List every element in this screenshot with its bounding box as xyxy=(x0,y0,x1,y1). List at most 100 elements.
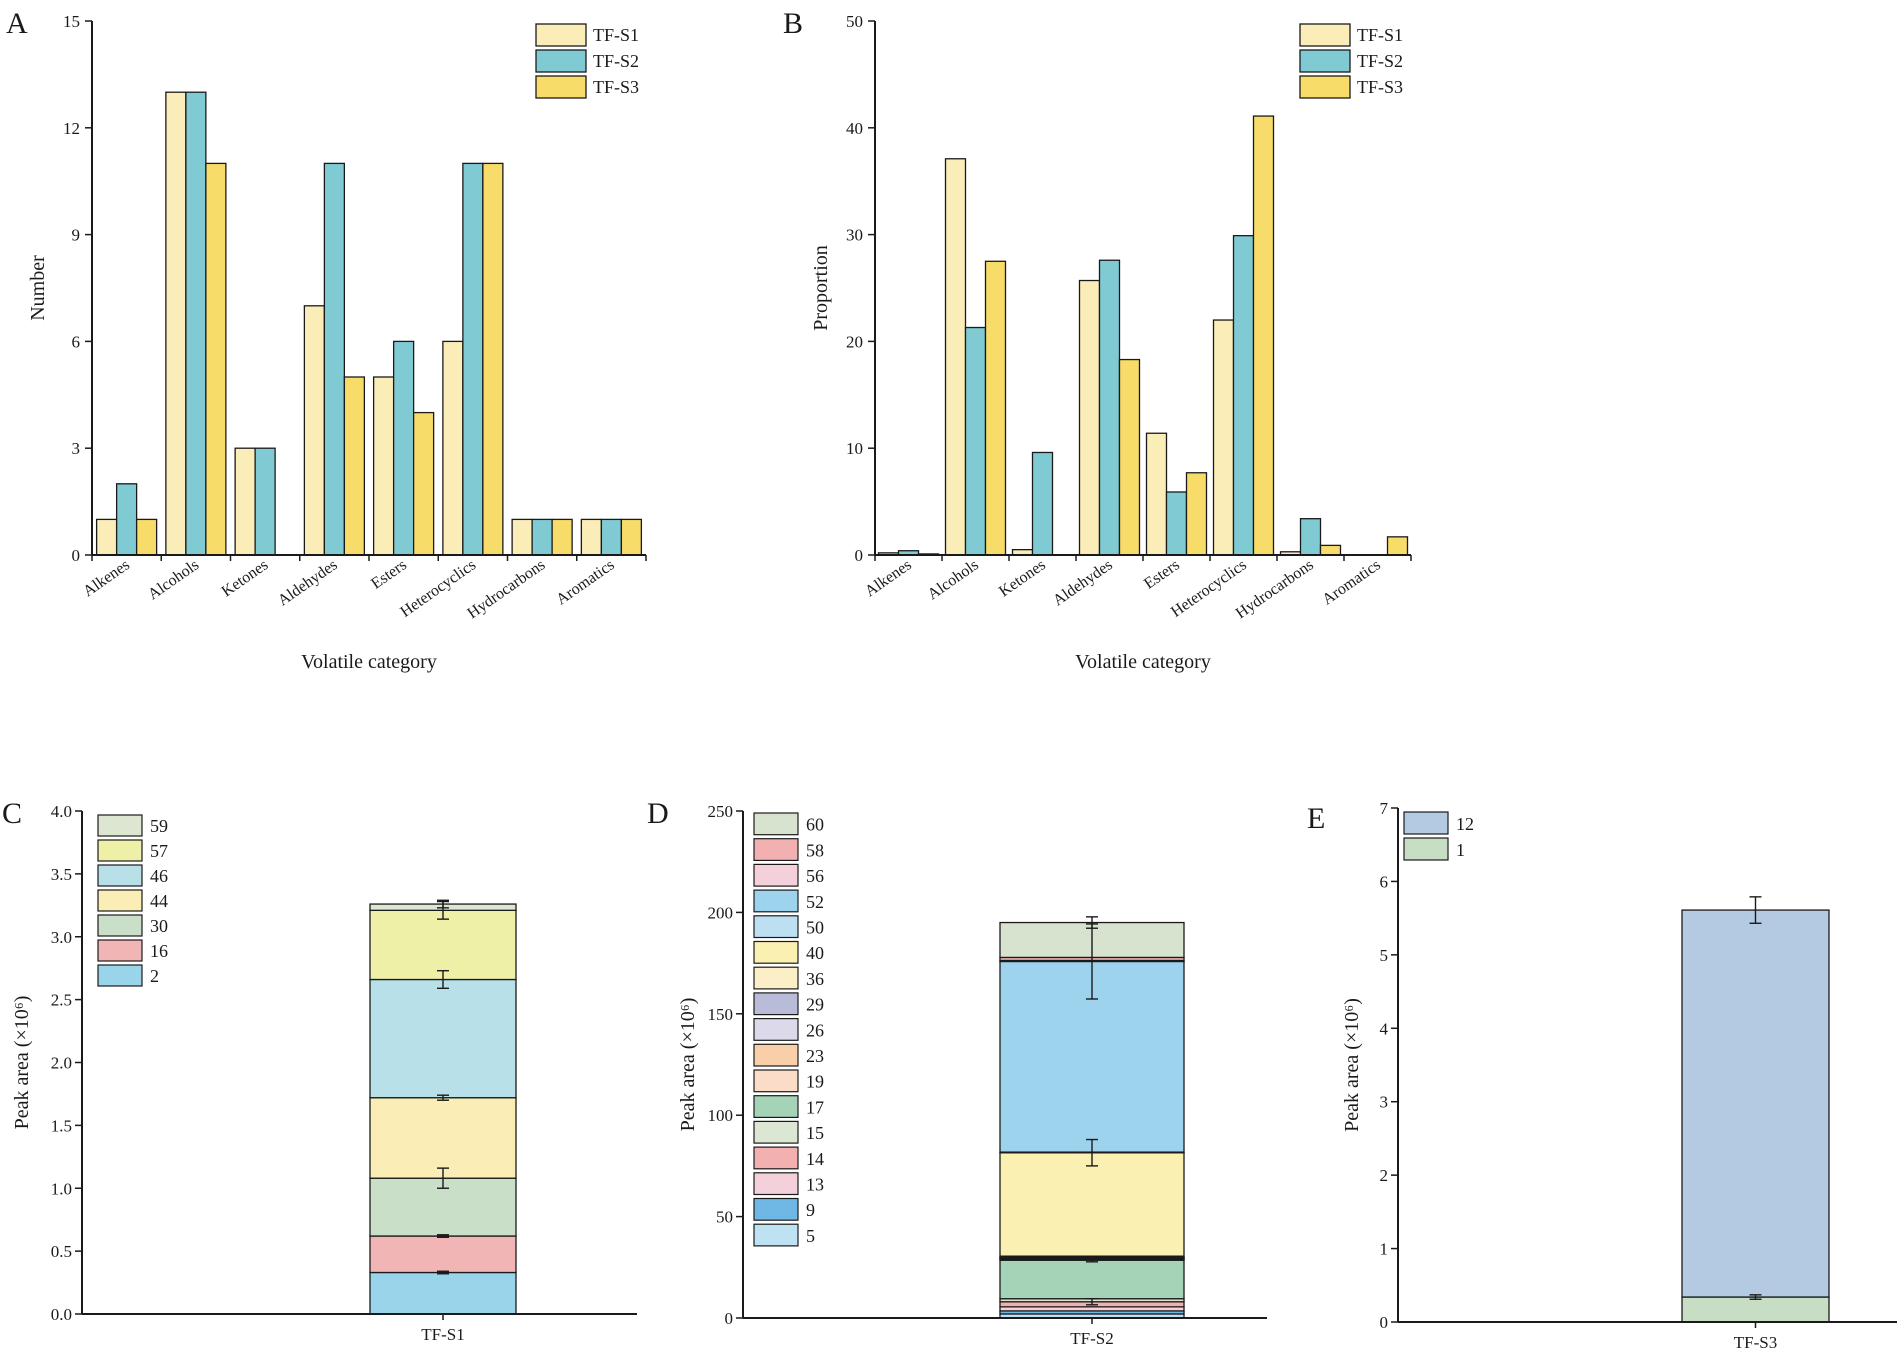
bar-tf-s2-esters xyxy=(392,340,415,556)
x-axis-label: Volatile category xyxy=(1075,651,1211,673)
y-tick-label: 0.0 xyxy=(51,1305,72,1324)
legend-swatch-1 xyxy=(1403,837,1449,861)
bar-tf-s2-alcohols xyxy=(185,91,207,556)
y-tick-label: 0 xyxy=(855,546,864,565)
panel-letter: B xyxy=(783,7,803,40)
bar-tf-s2-hydrocarbons xyxy=(531,518,553,556)
y-tick-label: 50 xyxy=(846,12,863,31)
x-tick-label: Aldehydes xyxy=(275,556,341,609)
y-tick-label: 1.0 xyxy=(51,1179,72,1198)
bar-tf-s1-alkenes xyxy=(95,518,118,556)
y-tick-label: 12 xyxy=(63,119,80,138)
legend-label-26: 26 xyxy=(806,1020,824,1040)
legend-swatch-16 xyxy=(97,939,143,962)
y-tick-label: 1.5 xyxy=(51,1116,72,1135)
bar-tf-s1-esters xyxy=(1145,432,1168,556)
bar-tf-s2-aldehydes xyxy=(1098,259,1121,556)
legend-label-60: 60 xyxy=(806,815,824,835)
legend-swatch-15 xyxy=(753,1120,799,1144)
legend-label-17: 17 xyxy=(806,1097,824,1117)
legend-swatch-2 xyxy=(97,964,143,987)
bar-tf-s2-aromatics xyxy=(600,518,623,556)
legend-label-56: 56 xyxy=(806,866,824,886)
legend-swatch-26 xyxy=(753,1017,799,1041)
y-tick-label: 5 xyxy=(1380,946,1389,965)
bar-tf-s2-heterocyclics xyxy=(1232,235,1255,556)
bar-tf-s3-alcohols xyxy=(205,162,227,556)
legend-swatch-14 xyxy=(753,1146,799,1170)
legend-label-30: 30 xyxy=(150,916,168,936)
legend-swatch-9 xyxy=(753,1197,799,1221)
legend-swatch-58 xyxy=(753,838,799,862)
bar-segment-44 xyxy=(369,1097,517,1179)
legend-label-13: 13 xyxy=(806,1175,824,1195)
bar-segment-40 xyxy=(999,1152,1185,1257)
legend-swatch-44 xyxy=(97,889,143,912)
legend-swatch-29 xyxy=(753,992,799,1016)
legend-swatch-tf-s1 xyxy=(535,23,587,47)
bar-segment-16 xyxy=(369,1235,517,1274)
legend-swatch-56 xyxy=(753,863,799,887)
bar-tf-s2-aldehydes xyxy=(323,162,346,556)
bar-tf-s3-heterocyclics xyxy=(482,162,504,556)
y-tick-label: 100 xyxy=(708,1106,734,1125)
legend-label-40: 40 xyxy=(806,943,824,963)
panel-letter: C xyxy=(2,797,22,830)
x-tick-label: Esters xyxy=(368,556,410,592)
y-tick-label: 40 xyxy=(846,119,863,138)
legend-swatch-50 xyxy=(753,915,799,939)
panel-letter: D xyxy=(647,797,669,830)
x-tick-label: Alkenes xyxy=(80,556,133,600)
y-tick-label: 6 xyxy=(1380,872,1389,891)
legend-label-57: 57 xyxy=(150,841,168,861)
legend-label-tf-s1: TF-S1 xyxy=(1357,25,1403,45)
bar-tf-s1-heterocyclics xyxy=(1212,319,1235,556)
bar-tf-s1-alcohols xyxy=(165,91,187,556)
y-tick-label: 4.0 xyxy=(51,802,72,821)
bar-tf-s2-esters xyxy=(1165,491,1188,556)
x-tick-label: Aldehydes xyxy=(1050,556,1116,609)
y-tick-label: 7 xyxy=(1380,799,1389,818)
bar-tf-s2-ketones xyxy=(1031,451,1054,556)
legend-swatch-23 xyxy=(753,1043,799,1067)
y-tick-label: 2.0 xyxy=(51,1054,72,1073)
bar-tf-s1-ketones xyxy=(234,447,256,556)
bar-tf-s3-alkenes xyxy=(135,518,158,556)
bar-tf-s1-esters xyxy=(372,376,395,556)
legend-label-14: 14 xyxy=(806,1149,824,1169)
bar-tf-s1-aromatics xyxy=(580,518,603,556)
y-tick-label: 0 xyxy=(725,1309,734,1328)
bar-tf-s3-alcohols xyxy=(984,260,1007,556)
x-tick-label: Ketones xyxy=(219,556,272,600)
y-tick-label: 20 xyxy=(846,332,863,351)
x-tick-label: TF-S1 xyxy=(421,1325,464,1344)
y-tick-label: 0 xyxy=(1380,1313,1389,1332)
legend-swatch-60 xyxy=(753,812,799,836)
bar-tf-s3-aromatics xyxy=(620,518,643,556)
legend-swatch-46 xyxy=(97,864,143,887)
bar-tf-s2-alcohols xyxy=(964,326,987,556)
bar-tf-s1-aldehydes xyxy=(303,305,326,556)
y-tick-label: 10 xyxy=(846,439,863,458)
y-tick-label: 1 xyxy=(1380,1240,1389,1259)
legend-label-1: 1 xyxy=(1456,840,1465,860)
y-axis-label: Peak area (×10⁶) xyxy=(11,996,33,1130)
legend-label-58: 58 xyxy=(806,840,824,860)
x-tick-label: Ketones xyxy=(996,556,1049,600)
y-tick-label: 200 xyxy=(708,903,734,922)
bar-tf-s3-aldehydes xyxy=(343,376,366,556)
legend-label-15: 15 xyxy=(806,1123,824,1143)
legend-label-29: 29 xyxy=(806,995,824,1015)
bar-tf-s3-esters xyxy=(412,411,435,556)
legend-label-59: 59 xyxy=(150,816,168,836)
legend-label-23: 23 xyxy=(806,1046,824,1066)
legend-label-tf-s2: TF-S2 xyxy=(1357,51,1403,71)
x-tick-label: TF-S2 xyxy=(1070,1329,1113,1348)
y-tick-label: 250 xyxy=(708,802,734,821)
legend-label-tf-s3: TF-S3 xyxy=(1357,77,1403,97)
bar-tf-s2-ketones xyxy=(254,447,276,556)
y-tick-label: 2 xyxy=(1380,1166,1389,1185)
y-tick-label: 3.5 xyxy=(51,865,72,884)
